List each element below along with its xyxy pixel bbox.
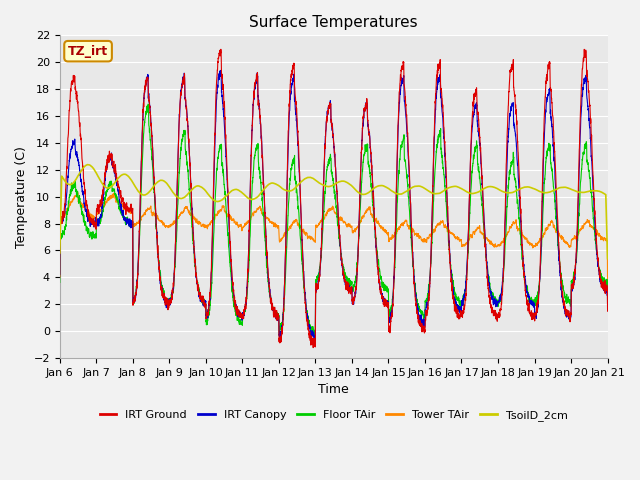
Legend: IRT Ground, IRT Canopy, Floor TAir, Tower TAir, TsoilD_2cm: IRT Ground, IRT Canopy, Floor TAir, Towe… xyxy=(95,406,572,425)
X-axis label: Time: Time xyxy=(318,383,349,396)
Title: Surface Temperatures: Surface Temperatures xyxy=(250,15,418,30)
Y-axis label: Temperature (C): Temperature (C) xyxy=(15,146,28,248)
Text: TZ_irt: TZ_irt xyxy=(68,45,108,58)
